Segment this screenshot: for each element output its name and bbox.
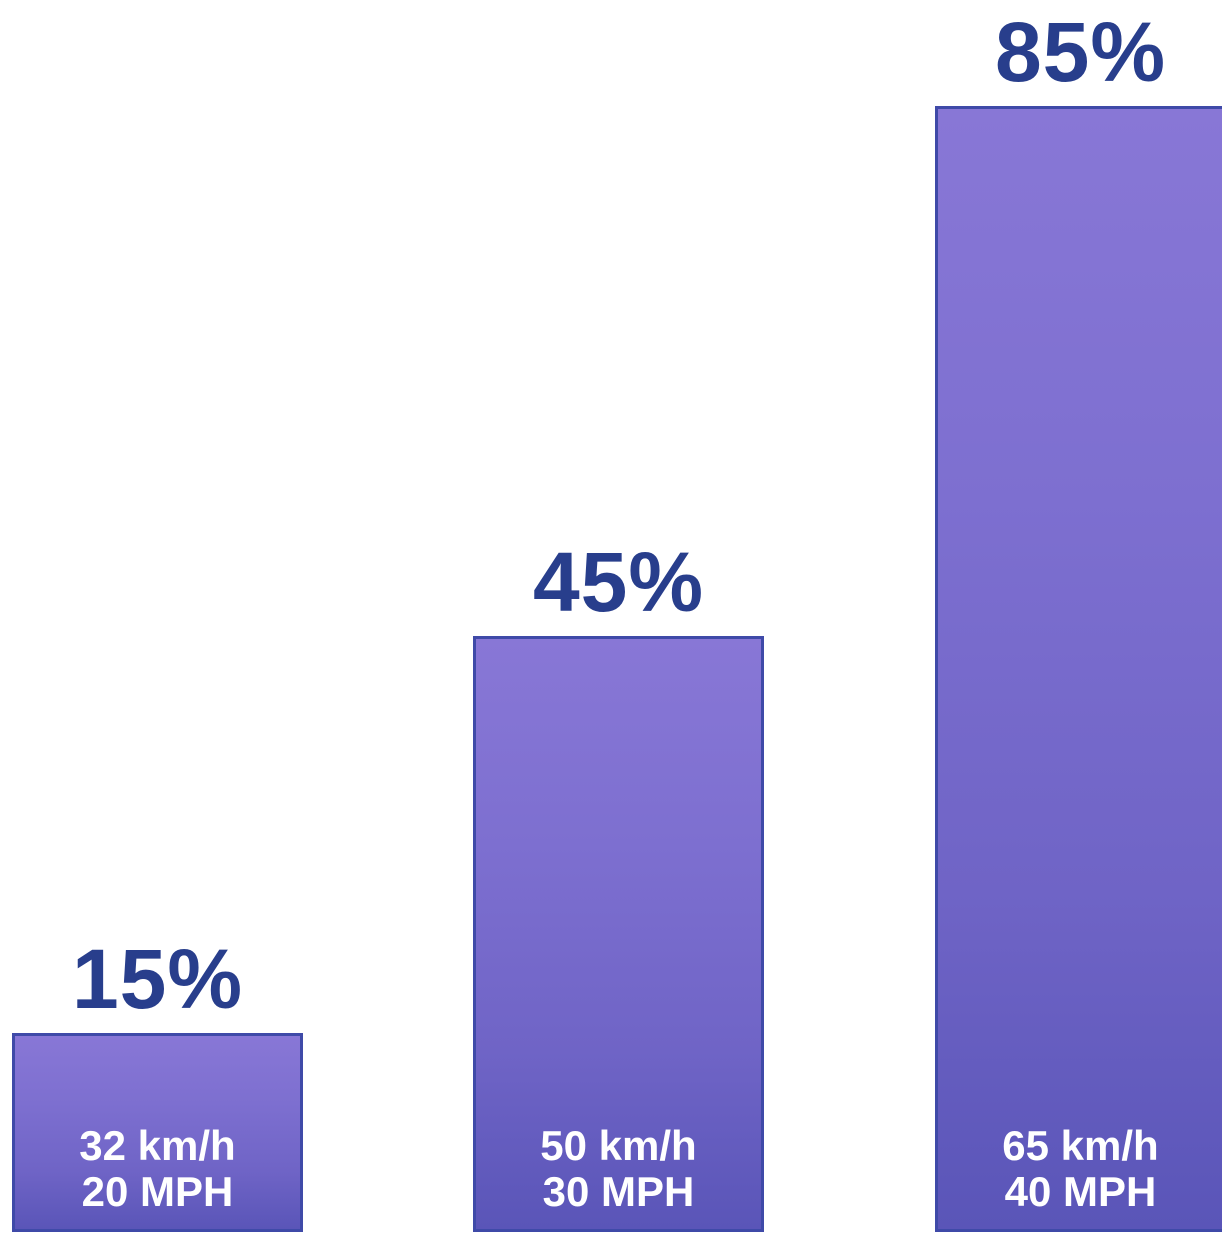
speed-mph-label: 30 MPH bbox=[542, 1168, 695, 1215]
value-label: 15% bbox=[71, 932, 244, 1026]
bar-speed-label: 32 km/h 20 MPH bbox=[15, 1123, 300, 1215]
speed-mph-label: 40 MPH bbox=[1004, 1168, 1157, 1215]
value-label: 45% bbox=[532, 535, 705, 629]
speed-kmh-label: 50 km/h bbox=[540, 1122, 697, 1169]
speed-kmh-label: 65 km/h bbox=[1002, 1122, 1159, 1169]
speed-kmh-label: 32 km/h bbox=[79, 1122, 236, 1169]
speed-mph-label: 20 MPH bbox=[81, 1168, 234, 1215]
bar: 32 km/h 20 MPH bbox=[12, 1033, 303, 1232]
bar: 65 km/h 40 MPH bbox=[935, 106, 1222, 1232]
bar: 50 km/h 30 MPH bbox=[473, 636, 764, 1232]
value-label: 85% bbox=[994, 5, 1167, 99]
bar-speed-label: 50 km/h 30 MPH bbox=[476, 1123, 761, 1215]
bar-speed-label: 65 km/h 40 MPH bbox=[938, 1123, 1222, 1215]
